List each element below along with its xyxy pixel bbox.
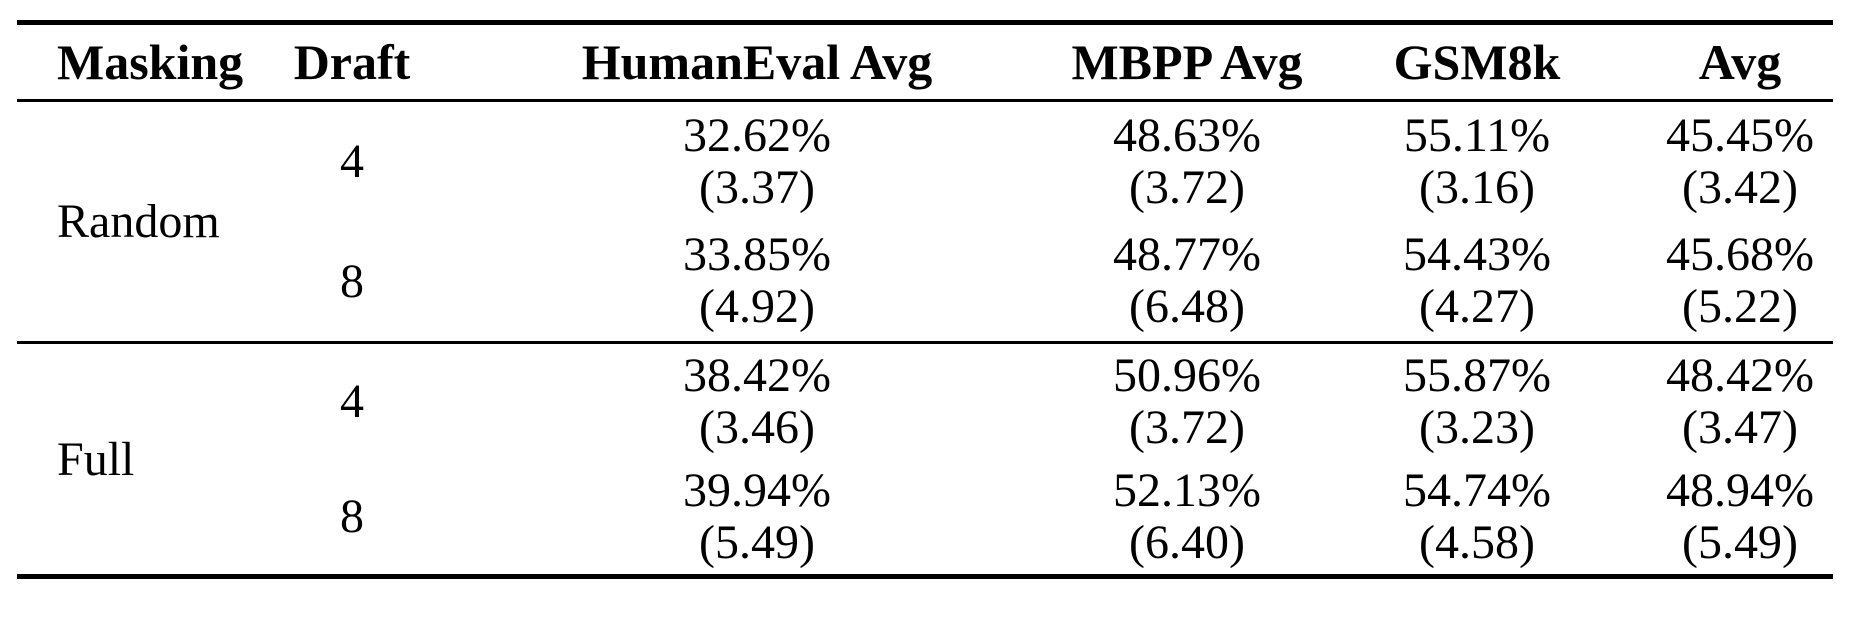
results-table: Masking Draft HumanEval Avg MBPP Avg GSM… [17,20,1833,579]
gsm8k-cell: 55.87% (3.23) [1307,343,1647,460]
avg-cell: 45.68% (5.22) [1647,222,1833,343]
table-row-random-draft4: Random 4 32.62% (3.37) 48.63% (3.72) 55.… [17,101,1833,248]
column-header-draft: Draft [293,34,411,90]
table-row-full-draft8: 8 39.94% (5.49) 52.13% (6.40) 54.74% (4.… [17,460,1833,577]
column-header-humaneval: HumanEval Avg [581,34,933,90]
humaneval-std: (3.37) [699,160,815,214]
gsm8k-value: 54.74% [1403,463,1551,517]
humaneval-cell: 33.85% (4.92) [447,222,1067,343]
header-row: Masking Draft HumanEval Avg MBPP Avg GSM… [17,23,1833,101]
draft-cell: 4 [340,135,364,189]
humaneval-value: 39.94% [683,463,831,517]
avg-cell: 48.42% (3.47) [1647,343,1833,460]
humaneval-value: 32.62% [683,108,831,162]
humaneval-std: (3.46) [699,400,815,454]
column-header-avg: Avg [1698,34,1782,90]
avg-cell: 48.94% (5.49) [1647,460,1833,577]
humaneval-cell: 39.94% (5.49) [447,460,1067,577]
column-header-mbpp: MBPP Avg [1071,34,1303,90]
mbpp-cell: 48.77% (6.48) [1067,222,1307,343]
avg-value: 48.94% [1666,463,1814,517]
avg-std: (5.49) [1682,515,1798,569]
avg-value: 45.68% [1666,228,1814,282]
avg-std: (3.42) [1682,160,1798,214]
gsm8k-std: (3.23) [1419,400,1535,454]
mbpp-cell: 50.96% (3.72) [1067,343,1307,460]
gsm8k-value: 54.43% [1403,228,1551,282]
column-header-gsm8k: GSM8k [1393,34,1561,90]
mbpp-std: (3.72) [1129,400,1245,454]
gsm8k-cell: 55.11% (3.16) [1307,101,1647,222]
gsm8k-std: (4.58) [1419,515,1535,569]
humaneval-value: 38.42% [683,348,831,402]
group-full: Full 4 38.42% (3.46) 50.96% (3.72) 55.87… [17,342,1833,577]
avg-value: 45.45% [1666,108,1814,162]
paper-table-page: Masking Draft HumanEval Avg MBPP Avg GSM… [0,20,1858,620]
masking-label-full: Full [57,432,135,486]
draft-cell: 8 [340,254,364,308]
gsm8k-cell: 54.74% (4.58) [1307,460,1647,577]
mbpp-cell: 52.13% (6.40) [1067,460,1307,577]
draft-cell: 4 [340,375,364,429]
humaneval-cell: 38.42% (3.46) [447,343,1067,460]
humaneval-std: (4.92) [699,280,815,334]
mbpp-std: (6.48) [1129,280,1245,334]
table-header: Masking Draft HumanEval Avg MBPP Avg GSM… [17,23,1833,101]
avg-cell: 45.45% (3.42) [1647,101,1833,222]
avg-std: (3.47) [1682,400,1798,454]
humaneval-cell: 32.62% (3.37) [447,101,1067,222]
mbpp-value: 52.13% [1113,463,1261,517]
table-row-full-draft4: Full 4 38.42% (3.46) 50.96% (3.72) 55.87… [17,343,1833,485]
avg-std: (5.22) [1682,280,1798,334]
mbpp-value: 48.63% [1113,108,1261,162]
avg-value: 48.42% [1666,348,1814,402]
mbpp-cell: 48.63% (3.72) [1067,101,1307,222]
mbpp-value: 48.77% [1113,228,1261,282]
gsm8k-cell: 54.43% (4.27) [1307,222,1647,343]
mbpp-value: 50.96% [1113,348,1261,402]
column-header-masking: Masking [57,34,244,90]
masking-label-random: Random [57,195,220,248]
humaneval-value: 33.85% [683,228,831,282]
gsm8k-value: 55.87% [1403,348,1551,402]
draft-cell: 8 [340,490,364,544]
mbpp-std: (6.40) [1129,515,1245,569]
mbpp-std: (3.72) [1129,160,1245,214]
gsm8k-std: (3.16) [1419,160,1535,214]
group-random: Random 4 32.62% (3.37) 48.63% (3.72) 55.… [17,101,1833,343]
gsm8k-std: (4.27) [1419,280,1535,334]
gsm8k-value: 55.11% [1403,108,1551,162]
humaneval-std: (5.49) [699,515,815,569]
table-row-random-draft8: 8 33.85% (4.92) 48.77% (6.48) 54.43% (4.… [17,222,1833,343]
